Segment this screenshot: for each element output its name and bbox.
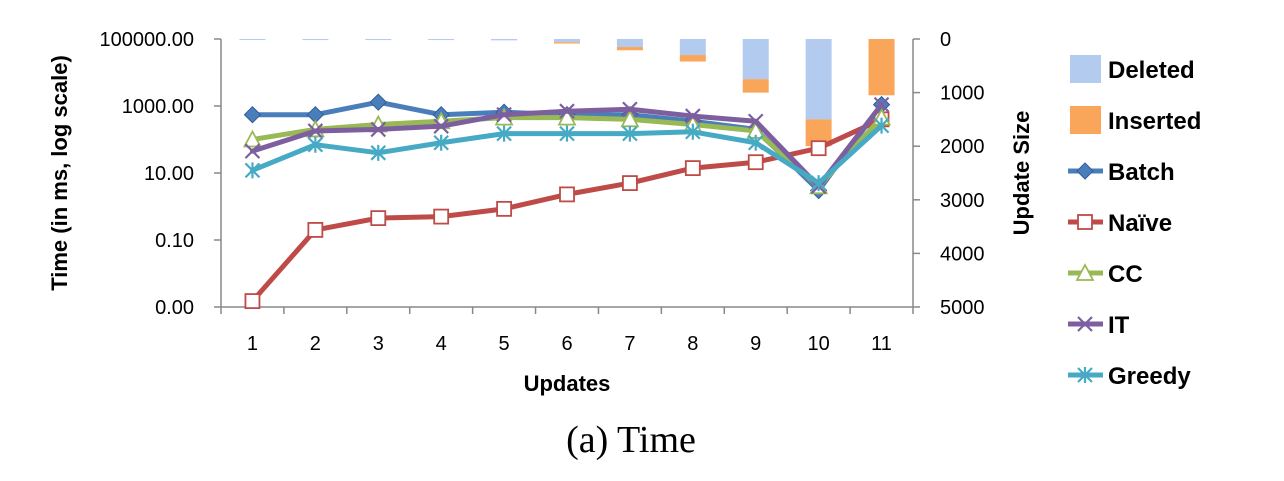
point-greedy-7 [622, 125, 638, 142]
legend-label-naive: Naïve [1108, 210, 1172, 237]
right-tick-label: 2000 [940, 136, 985, 158]
left-tick-label: 0.10 [155, 230, 194, 252]
series-greedy [244, 117, 890, 192]
bar-deleted-2 [302, 39, 329, 41]
x-tick-label: 1 [247, 333, 258, 355]
legend-swatch-deleted [1070, 55, 1101, 83]
bar-deleted-6 [554, 39, 580, 43]
point-it-8 [685, 108, 701, 124]
point-naive-10 [810, 140, 827, 157]
bar-deleted-8 [679, 39, 706, 56]
point-greedy-6 [559, 125, 575, 142]
legend-marker-naive [1077, 214, 1093, 230]
legend-label-greedy: Greedy [1108, 363, 1191, 390]
left-tick-label: 1000.00 [122, 96, 194, 118]
right-tick-label: 3000 [940, 190, 985, 212]
point-batch-3 [369, 93, 387, 111]
bar-deleted-7 [616, 39, 643, 48]
x-tick-label: 3 [373, 333, 384, 355]
left-tick-label: 100000.00 [99, 29, 194, 51]
x-tick-label: 9 [750, 333, 761, 355]
legend-label-inserted: Inserted [1108, 108, 1201, 135]
point-it-2 [307, 123, 324, 139]
point-naive-4 [433, 208, 450, 225]
x-axis-title: Updates [524, 371, 611, 396]
point-batch-1 [243, 105, 262, 124]
point-cc-6 [557, 107, 577, 126]
point-greedy-1 [244, 162, 261, 179]
point-it-9 [747, 113, 764, 130]
point-naive-8 [684, 160, 701, 177]
point-it-5 [496, 106, 512, 123]
x-tick-label: 11 [871, 333, 892, 355]
left-axis-title: Time (in ms, log scale) [47, 55, 72, 291]
point-it-1 [244, 143, 261, 159]
update-size-bars [239, 39, 895, 147]
left-tick-label: 10.00 [144, 163, 194, 185]
point-greedy-4 [433, 134, 449, 151]
bar-inserted-9 [742, 79, 769, 93]
bar-inserted-6 [554, 42, 580, 44]
x-tick-label: 10 [808, 333, 830, 355]
bar-inserted-7 [616, 47, 643, 51]
legend-label-cc: CC [1108, 261, 1143, 288]
legend-marker-it [1077, 316, 1093, 332]
point-greedy-5 [496, 125, 512, 142]
chart-legend: Deleted Inserted Batch Naïve CC IT Greedy [1068, 55, 1201, 390]
x-tick-label: 5 [499, 333, 510, 355]
point-naive-5 [496, 200, 512, 217]
right-tick-label: 0 [940, 29, 951, 51]
point-naive-3 [370, 210, 387, 227]
point-greedy-10 [810, 175, 827, 192]
bar-deleted-3 [365, 39, 392, 41]
point-naive-6 [559, 186, 575, 203]
bar-deleted-9 [742, 39, 769, 80]
bar-deleted-5 [491, 39, 518, 41]
point-it-4 [433, 118, 449, 134]
bar-deleted-10 [805, 39, 832, 120]
bar-deleted-1 [239, 39, 266, 40]
series-it [244, 96, 890, 195]
right-tick-label: 4000 [940, 243, 985, 265]
point-it-3 [370, 121, 387, 138]
axis-ticks: 0.00 0.10 10.00 1000.00 100000.00 0 1000 2000 30… [99, 29, 984, 355]
point-greedy-2 [307, 136, 324, 153]
point-greedy-3 [370, 144, 387, 161]
point-naive-1 [244, 293, 261, 310]
right-axis-title: Update Size [1009, 111, 1034, 236]
left-tick-label: 0.00 [155, 297, 194, 319]
bar-inserted-11 [868, 39, 895, 96]
point-it-11 [873, 96, 890, 113]
right-tick-label: 1000 [940, 83, 985, 105]
x-tick-label: 4 [436, 333, 447, 355]
point-it-6 [559, 103, 575, 119]
legend-marker-batch [1076, 162, 1094, 180]
time-series-lines [242, 93, 892, 310]
point-greedy-8 [685, 123, 701, 140]
point-cc-1 [242, 129, 262, 148]
x-tick-label: 2 [310, 333, 321, 355]
bar-inserted-8 [679, 55, 706, 62]
x-tick-label: 6 [561, 333, 572, 355]
legend-marker-cc [1075, 263, 1095, 281]
figure-caption: (a) Time [566, 419, 696, 461]
bar-deleted-4 [428, 39, 455, 41]
legend-swatch-inserted [1070, 106, 1101, 134]
point-greedy-9 [747, 134, 764, 151]
point-it-7 [622, 101, 638, 118]
legend-label-it: IT [1108, 312, 1130, 339]
x-tick-label: 7 [624, 333, 635, 355]
legend-marker-greedy [1077, 367, 1093, 383]
point-naive-9 [747, 154, 764, 171]
point-naive-7 [622, 175, 638, 191]
x-tick-label: 8 [687, 333, 698, 355]
point-greedy-11 [873, 117, 890, 134]
legend-label-deleted: Deleted [1108, 57, 1195, 84]
series-naive [244, 111, 890, 310]
right-tick-label: 5000 [940, 297, 985, 319]
legend-label-batch: Batch [1108, 159, 1175, 186]
point-naive-2 [307, 222, 324, 238]
